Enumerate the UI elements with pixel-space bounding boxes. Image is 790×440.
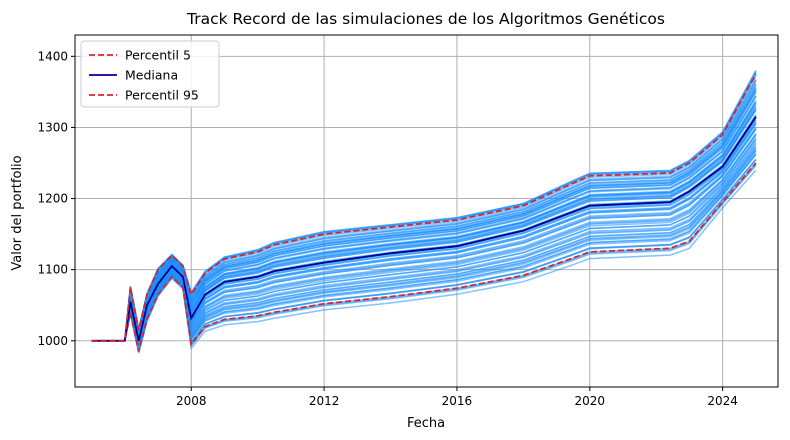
- x-tick-label: 2008: [176, 394, 207, 408]
- x-axis-ticks: 2008 2012 2016 2020 2024: [176, 387, 738, 408]
- x-tick-label: 2024: [707, 394, 738, 408]
- legend-label: Percentil 95: [125, 88, 199, 103]
- y-axis-ticks: 1000 1100 1200 1300 1400: [37, 49, 75, 348]
- chart-title: Track Record de las simulaciones de los …: [186, 10, 665, 28]
- y-tick-label: 1100: [37, 263, 68, 277]
- y-tick-label: 1000: [37, 334, 68, 348]
- y-tick-label: 1300: [37, 120, 68, 134]
- median-line: [91, 116, 757, 342]
- y-axis-title: Valor del portfolio: [10, 155, 25, 270]
- x-tick-label: 2012: [309, 394, 340, 408]
- legend-label: Mediana: [125, 68, 178, 83]
- x-tick-label: 2016: [442, 394, 473, 408]
- x-tick-label: 2020: [575, 394, 606, 408]
- percentile-line: [91, 73, 757, 342]
- x-axis-title: Fecha: [407, 416, 445, 431]
- percentile-line: [91, 162, 757, 352]
- statistic-lines: [91, 73, 757, 352]
- plot-frame: [74, 34, 779, 388]
- y-tick-label: 1200: [37, 192, 68, 206]
- legend-box: [80, 40, 220, 108]
- legend-label: Percentil 5: [125, 48, 191, 63]
- legend: Percentil 5 Mediana Percentil 95: [80, 40, 220, 108]
- y-tick-label: 1400: [37, 49, 68, 63]
